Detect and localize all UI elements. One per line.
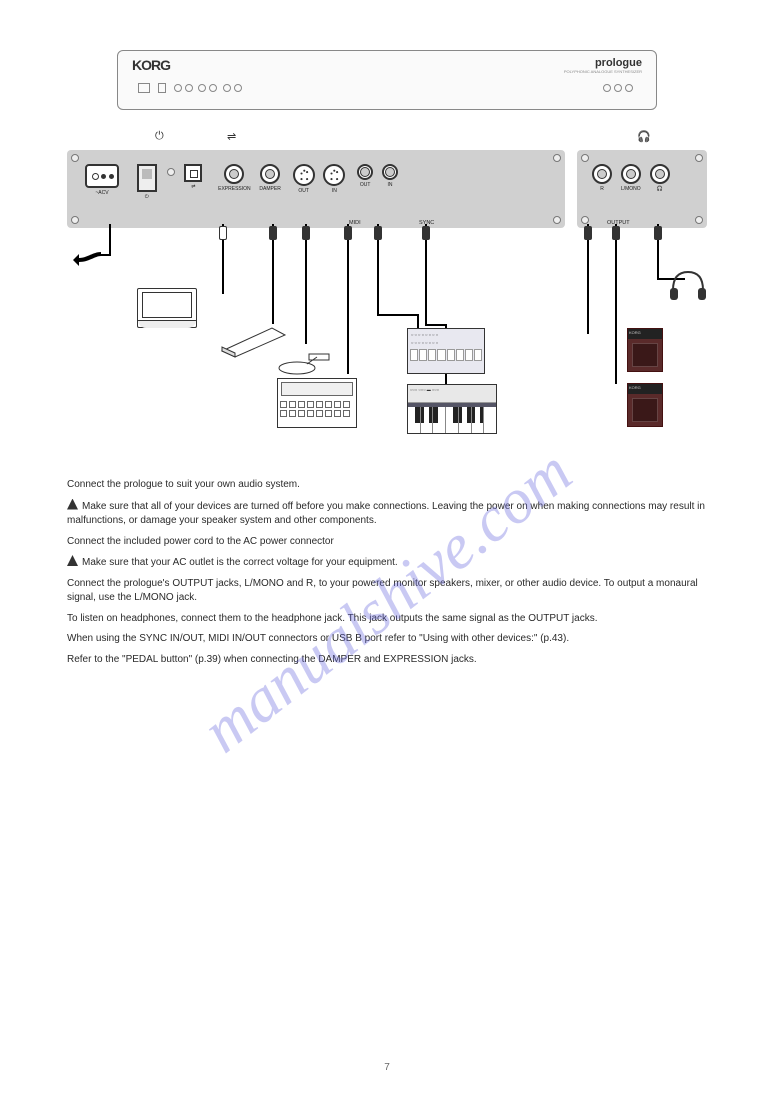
usb-icon: ⇌ [227, 130, 236, 143]
ac-inlet [85, 164, 119, 188]
output-l-label: L/MONO [621, 186, 641, 192]
headphone-jack [650, 164, 670, 184]
rear-panels: ~ACV ⏻ ⇌ EXPRESSION DAMPER OUT IN [67, 150, 707, 228]
device-amp-1: KORG [627, 328, 663, 372]
model-label: prologue [595, 57, 642, 69]
midi-out-label: OUT [293, 188, 315, 194]
power-switch [137, 164, 157, 192]
expression-jack [224, 164, 244, 184]
brand-label: KORG [132, 57, 170, 73]
damper-jack [260, 164, 280, 184]
body-text: Connect the prologue to suit your own au… [67, 478, 707, 667]
damper-label: DAMPER [259, 186, 280, 192]
power-icon: ⏻ [155, 130, 164, 143]
sync-out-label: OUT [357, 182, 373, 188]
rear-panel-main: ~ACV ⏻ ⇌ EXPRESSION DAMPER OUT IN [67, 150, 565, 228]
midi-in-label: IN [323, 188, 345, 194]
hp-label: 🎧 [650, 186, 670, 192]
output-r-label: R [592, 186, 612, 192]
midi-in [323, 164, 345, 186]
midi-out [293, 164, 315, 186]
device-groove [277, 378, 357, 428]
para-7: When using the SYNC IN/OUT, MIDI IN/OUT … [67, 632, 707, 647]
device-volca: ○ ○ ○ ○ ○ ○ ○ ○ ○ ○ ○ ○ ○ ○ ○ ○ [407, 328, 485, 374]
output-r [592, 164, 612, 184]
warning-icon [67, 555, 78, 566]
device-damper-pedal [277, 346, 337, 376]
device-headphones [667, 266, 709, 306]
connection-diagram: ○ ○ ○ ○ ○ ○ ○ ○ ○ ○ ○ ○ ○ ○ ○ ○ ○○○ ○○○ … [67, 228, 707, 458]
para-6: To listen on headphones, connect them to… [67, 612, 707, 627]
usb-label: ⇌ [184, 184, 202, 190]
mini-jack-row [138, 83, 636, 101]
device-amp-2: KORG [627, 383, 663, 427]
top-rear-view: KORG prologue POLYPHONIC ANALOGUE SYNTHE… [117, 50, 657, 110]
para-3: Connect the included power cord to the A… [67, 535, 707, 550]
para-2-note: Make sure that all of your devices are t… [67, 499, 707, 529]
device-computer [137, 288, 197, 328]
usb-port [184, 164, 202, 182]
model-sub: POLYPHONIC ANALOGUE SYNTHESIZER [564, 69, 642, 74]
device-minilogue: ○○○ ○○○ ▬ ○○○ [407, 384, 497, 434]
expression-label: EXPRESSION [218, 186, 251, 192]
sync-in-label: IN [382, 182, 398, 188]
para-4-note: Make sure that your AC outlet is the cor… [67, 555, 707, 571]
para-5: Connect the prologue's OUTPUT jacks, L/M… [67, 577, 707, 606]
warning-icon [67, 499, 78, 510]
para-1: Connect the prologue to suit your own au… [67, 478, 707, 493]
top-icon-row: ⏻ ⇌ 🎧 [67, 130, 707, 150]
power-label: ⏻ [137, 194, 157, 200]
sync-in [382, 164, 398, 180]
page-number: 7 [384, 1062, 390, 1073]
output-l [621, 164, 641, 184]
sync-out [357, 164, 373, 180]
headphone-icon: 🎧 [637, 130, 651, 143]
rear-panel-output: R L/MONO 🎧 OUTPUT [577, 150, 707, 228]
acv-label: ~ACV [85, 190, 119, 196]
midi-label: MIDI [349, 220, 361, 226]
para-8: Refer to the "PEDAL button" (p.39) when … [67, 653, 707, 668]
